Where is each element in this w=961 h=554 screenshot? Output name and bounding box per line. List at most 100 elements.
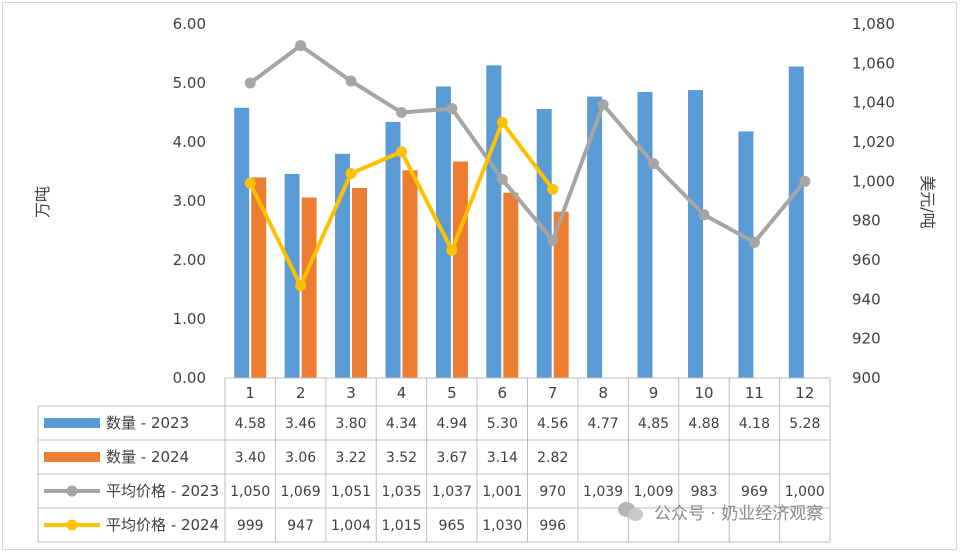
right-tick-label: 1,000 xyxy=(852,172,895,190)
category-label-3: 3 xyxy=(346,384,356,402)
bar-2023-12 xyxy=(788,66,804,378)
data-cell-r0-c10: 4.88 xyxy=(688,416,719,432)
point-price-2024-6 xyxy=(496,116,508,128)
legend-key-marker-2 xyxy=(66,485,78,497)
data-cell-r0-c1: 4.58 xyxy=(235,416,266,432)
bar-2024-5 xyxy=(452,161,468,378)
data-cell-r3-c5: 965 xyxy=(439,518,466,534)
data-cell-r0-c8: 4.77 xyxy=(588,416,619,432)
point-price-2023-9 xyxy=(648,158,659,170)
data-cell-r0-c4: 4.34 xyxy=(386,416,417,432)
point-price-2024-4 xyxy=(396,146,407,158)
category-label-11: 11 xyxy=(745,384,764,402)
data-cell-r0-c9: 4.85 xyxy=(638,416,669,432)
bar-2024-7 xyxy=(553,211,569,378)
data-cell-r2-c6: 1,001 xyxy=(482,484,522,500)
point-price-2024-2 xyxy=(295,280,307,292)
bar-2023-9 xyxy=(637,91,653,379)
legend-key-marker-3 xyxy=(66,519,78,531)
bar-2023-3 xyxy=(335,153,350,378)
left-tick-label: 1.00 xyxy=(173,310,206,328)
right-axis-title: 美元/吨 xyxy=(918,175,937,228)
bar-2024-2 xyxy=(301,197,317,378)
legend-label-2: 平均价格 - 2023 xyxy=(106,482,219,500)
data-cell-r2-c2: 1,069 xyxy=(281,484,321,500)
data-cell-r1-c1: 3.40 xyxy=(235,450,266,466)
point-price-2023-1 xyxy=(244,77,256,89)
data-cell-r0-c12: 5.28 xyxy=(789,416,820,432)
data-cell-r1-c6: 3.14 xyxy=(487,450,518,466)
point-price-2023-6 xyxy=(496,173,508,185)
point-price-2024-5 xyxy=(446,244,458,256)
data-cell-r2-c12: 1,000 xyxy=(785,484,825,500)
bar-2023-8 xyxy=(587,96,603,378)
bar-2024-4 xyxy=(402,170,418,378)
data-cell-r1-c7: 2.82 xyxy=(537,450,568,466)
right-tick-label: 900 xyxy=(852,369,881,387)
point-price-2024-1 xyxy=(244,177,256,189)
data-cell-r2-c5: 1,037 xyxy=(432,484,472,500)
left-axis-title: 万吨 xyxy=(33,186,52,218)
data-cell-r2-c1: 1,050 xyxy=(230,484,270,500)
right-tick-label: 1,040 xyxy=(852,94,895,112)
data-cell-r2-c7: 970 xyxy=(539,484,566,500)
right-tick-label: 1,020 xyxy=(852,133,895,151)
category-label-10: 10 xyxy=(694,384,713,402)
left-tick-label: 6.00 xyxy=(173,15,206,33)
data-cell-r2-c9: 1,009 xyxy=(633,484,673,500)
left-tick-label: 3.00 xyxy=(173,192,206,210)
data-cell-r3-c3: 1,004 xyxy=(331,518,371,534)
data-cell-r2-c3: 1,051 xyxy=(331,484,371,500)
left-tick-label: 0.00 xyxy=(173,369,206,387)
data-cell-r3-c6: 1,030 xyxy=(482,518,522,534)
data-cell-r0-c2: 3.46 xyxy=(285,416,316,432)
bar-2023-11 xyxy=(738,131,754,378)
right-tick-label: 1,060 xyxy=(852,54,895,72)
category-label-6: 6 xyxy=(498,384,508,402)
data-cell-r0-c7: 4.56 xyxy=(537,416,568,432)
plot-area xyxy=(234,40,811,379)
data-cell-r0-c11: 4.18 xyxy=(739,416,770,432)
left-tick-label: 4.00 xyxy=(173,133,206,151)
bar-2024-1 xyxy=(251,177,267,378)
data-cell-r1-c2: 3.06 xyxy=(285,450,316,466)
bar-2023-1 xyxy=(234,107,250,379)
bar-2023-10 xyxy=(688,90,703,378)
point-price-2023-4 xyxy=(396,107,407,118)
data-cell-r2-c11: 969 xyxy=(741,484,768,500)
right-tick-label: 960 xyxy=(852,251,881,269)
bar-2024-6 xyxy=(503,192,519,378)
point-price-2023-7 xyxy=(547,234,559,246)
bar-2023-4 xyxy=(385,121,401,379)
category-label-1: 1 xyxy=(245,384,255,402)
data-cell-r1-c4: 3.52 xyxy=(386,450,417,466)
data-cell-r3-c2: 947 xyxy=(287,518,314,534)
category-label-7: 7 xyxy=(548,384,558,402)
data-cell-r2-c8: 1,039 xyxy=(583,484,623,500)
point-price-2023-10 xyxy=(698,209,710,221)
point-price-2023-8 xyxy=(597,99,609,111)
axes: 0.00 1.00 2.00 3.00 4.00 5.00 6.00 900 920 940 960… xyxy=(173,15,895,387)
category-label-12: 12 xyxy=(795,384,814,402)
watermark-text: 公众号 · 奶业经济观察 xyxy=(654,503,824,524)
right-tick-label: 1,080 xyxy=(852,15,895,33)
legend-key-1 xyxy=(44,452,100,462)
data-cell-r3-c7: 996 xyxy=(539,518,566,534)
data-cell-r2-c10: 983 xyxy=(691,484,718,500)
category-label-8: 8 xyxy=(598,384,608,402)
legend-label-3: 平均价格 - 2024 xyxy=(106,516,219,534)
data-cell-r3-c4: 1,015 xyxy=(381,518,421,534)
watermark: 公众号 · 奶业经济观察 xyxy=(618,498,938,524)
point-price-2023-12 xyxy=(799,175,811,187)
data-cell-r0-c6: 5.30 xyxy=(487,416,518,432)
point-price-2023-3 xyxy=(345,75,357,87)
data-cell-r0-c5: 4.94 xyxy=(436,416,467,432)
data-cell-r2-c4: 1,035 xyxy=(381,484,421,500)
data-cell-r1-c3: 3.22 xyxy=(335,450,366,466)
data-cell-r3-c1: 999 xyxy=(237,518,264,534)
legend-label-1: 数量 - 2024 xyxy=(106,448,189,466)
point-price-2024-3 xyxy=(345,168,357,179)
category-label-2: 2 xyxy=(296,384,306,402)
category-label-4: 4 xyxy=(397,384,407,402)
left-tick-label: 2.00 xyxy=(173,251,206,269)
